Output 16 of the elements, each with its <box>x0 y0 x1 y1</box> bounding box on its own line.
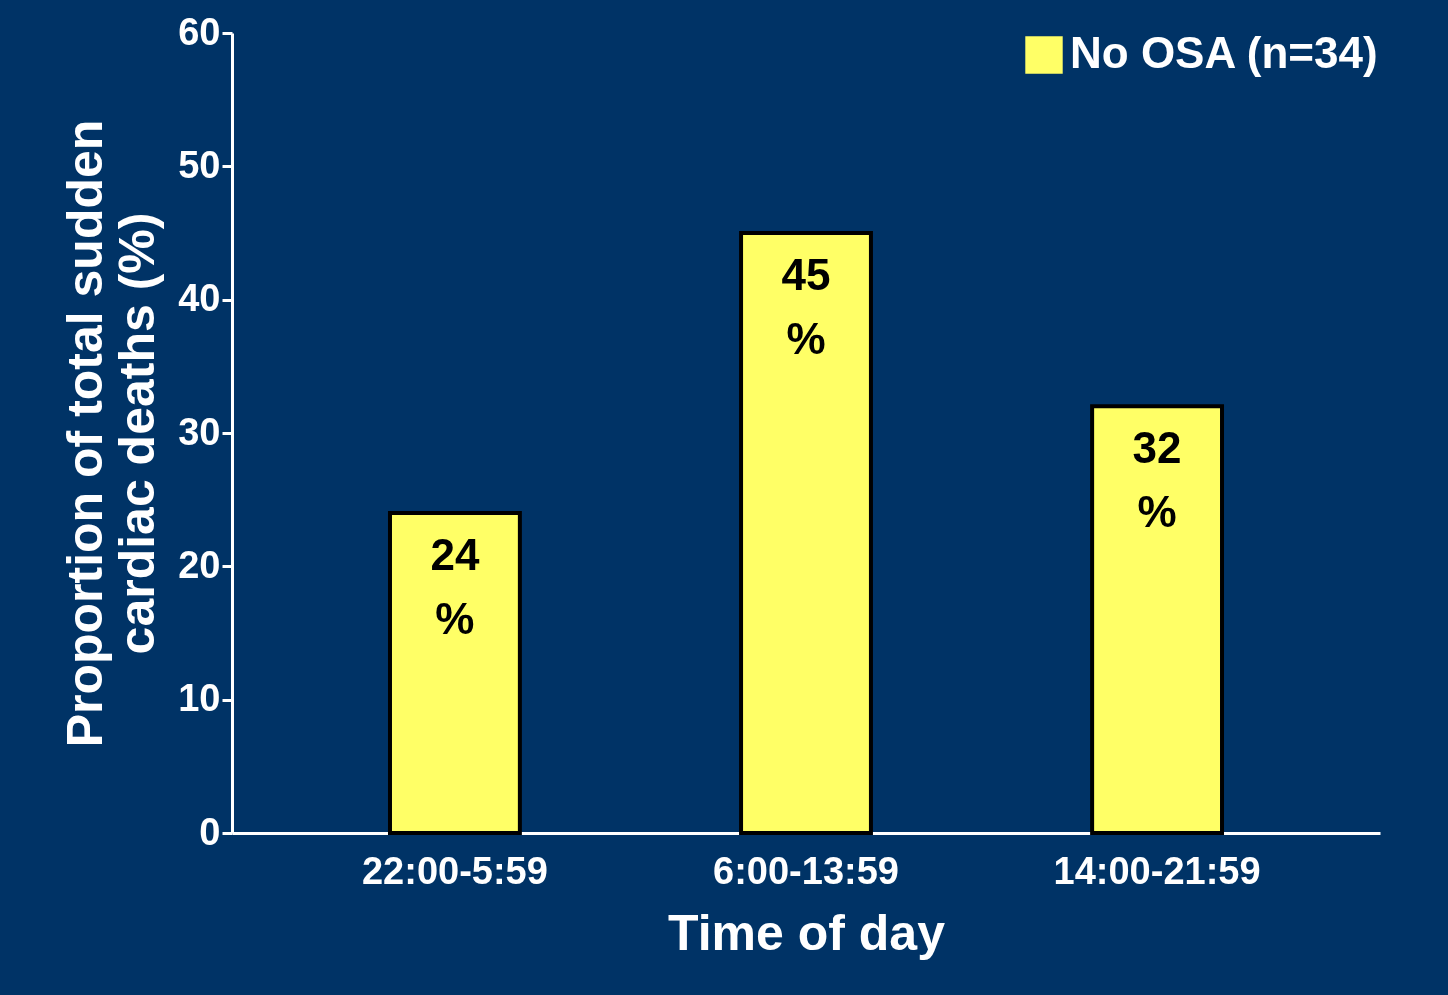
data-label: 32 % <box>1132 423 1182 537</box>
x-axis-title: Time of day <box>668 904 946 961</box>
x-tick-label: 6:00-13:59 <box>713 849 899 892</box>
y-tick-label: 50 <box>178 143 221 186</box>
x-tick-label: 14:00-21:59 <box>1053 849 1261 892</box>
y-tick-label: 60 <box>178 10 221 53</box>
y-tick-label: 10 <box>178 677 221 720</box>
y-axis-title: Proportion of total sudden cardiac deaths (%) <box>57 119 166 748</box>
x-tick-label: 22:00-5:59 <box>361 849 548 892</box>
legend-label: No OSA (n=34) <box>1070 28 1378 77</box>
y-tick-label: 0 <box>199 810 221 853</box>
y-tick-label: 40 <box>178 277 221 320</box>
data-label: 24 % <box>430 530 480 643</box>
data-label: 45 % <box>781 250 831 363</box>
y-tick-label: 20 <box>178 543 221 586</box>
y-tick-label: 30 <box>178 410 221 453</box>
